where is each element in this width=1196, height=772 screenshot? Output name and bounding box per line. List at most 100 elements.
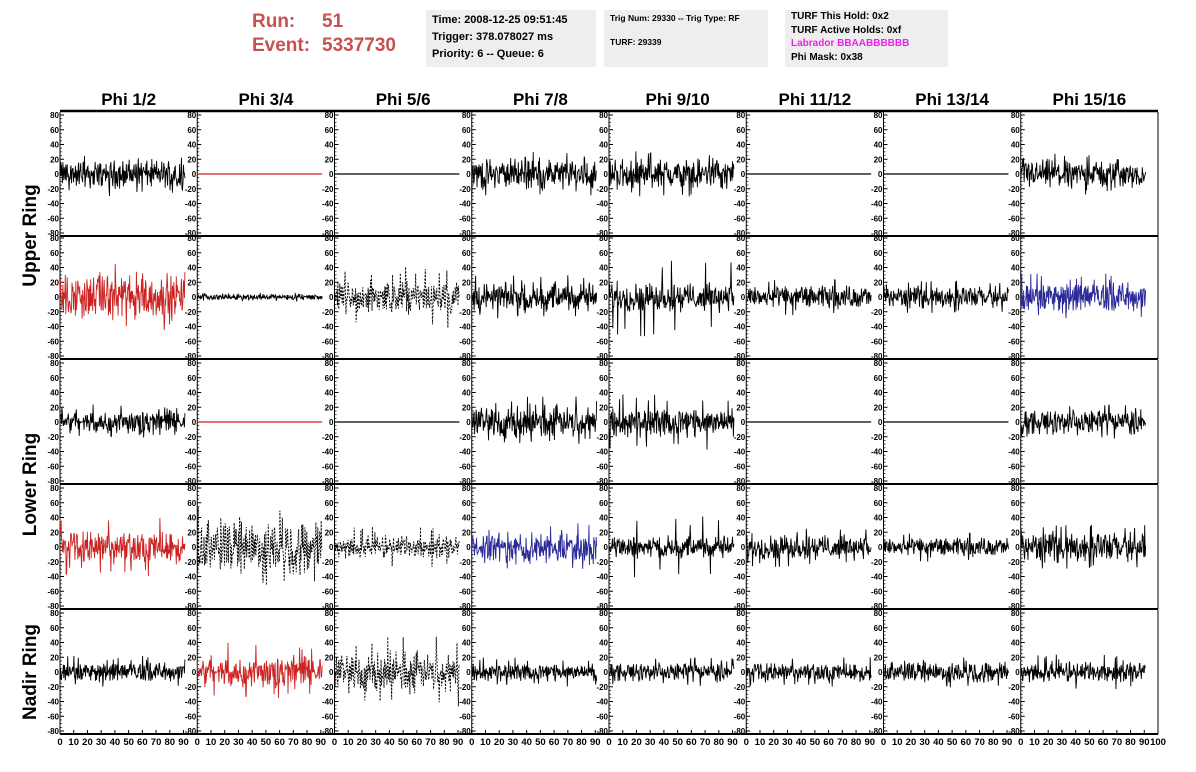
trace-waveform — [471, 152, 598, 196]
y-tick-label: 40 — [874, 514, 883, 523]
x-tick-label: 20 — [82, 737, 93, 748]
y-tick-label: 60 — [599, 126, 608, 135]
y-tick-label: -40 — [596, 323, 608, 332]
y-tick-label: -80 — [1008, 352, 1020, 361]
y-tick-label: -40 — [1008, 698, 1020, 707]
x-tick-label: 90 — [1139, 737, 1150, 748]
time-text: Time: 2008-12-25 09:51:45 — [432, 14, 568, 26]
y-tick-label: -80 — [871, 477, 883, 486]
x-tick-label: 30 — [370, 737, 381, 748]
y-tick-label: 40 — [736, 141, 745, 150]
y-tick-label: -80 — [871, 229, 883, 238]
x-tick-label: 40 — [1070, 737, 1081, 748]
y-tick-label: 0 — [466, 293, 471, 302]
event-label: Event: — [252, 35, 311, 56]
y-tick-label: 20 — [325, 653, 334, 662]
x-tick-label: 70 — [563, 737, 574, 748]
y-tick-label: -80 — [47, 477, 59, 486]
y-tick-label: 40 — [599, 514, 608, 523]
y-tick-label: -60 — [1008, 462, 1020, 471]
y-tick-label: -80 — [596, 229, 608, 238]
y-tick-label: 20 — [874, 155, 883, 164]
y-tick-label: -60 — [459, 337, 471, 346]
y-tick-label: 40 — [599, 264, 608, 273]
y-tick-label: 80 — [599, 609, 608, 618]
x-tick-label: 30 — [919, 737, 930, 748]
y-tick-label: -40 — [459, 573, 471, 582]
y-tick-label: 40 — [462, 389, 471, 398]
trig-info-box: Trig Num: 29330 -- Trig Type: RF TURF: 2… — [604, 10, 768, 67]
y-tick-label: 0 — [1015, 543, 1020, 552]
y-tick-label: 0 — [1015, 170, 1020, 179]
y-tick-label: 20 — [462, 278, 471, 287]
y-tick-label: 0 — [878, 543, 883, 552]
trace-waveform — [608, 260, 735, 337]
y-tick-label: -40 — [185, 200, 197, 209]
ring-label: Lower Ring — [20, 433, 41, 536]
x-tick-label: 20 — [1043, 737, 1054, 748]
time-info-box: Time: 2008-12-25 09:51:45 Trigger: 378.0… — [426, 10, 596, 67]
y-tick-label: 60 — [736, 499, 745, 508]
y-tick-label: 0 — [329, 668, 334, 677]
y-tick-label: -20 — [185, 433, 197, 442]
y-tick-label: 60 — [50, 374, 59, 383]
y-tick-label: -40 — [47, 448, 59, 457]
x-tick-label: 40 — [659, 737, 670, 748]
y-tick-label: 80 — [1011, 234, 1020, 243]
y-tick-label: -80 — [322, 229, 334, 238]
x-tick-label: 60 — [686, 737, 697, 748]
x-tick-label: 90 — [1002, 737, 1013, 748]
y-tick-label: 20 — [325, 155, 334, 164]
y-tick-label: -20 — [1008, 185, 1020, 194]
y-tick-label: 0 — [329, 293, 334, 302]
y-tick-label: 60 — [462, 374, 471, 383]
y-tick-label: -40 — [871, 448, 883, 457]
y-tick-label: 0 — [604, 668, 609, 677]
y-tick-label: -60 — [47, 712, 59, 721]
x-tick-label: 0 — [469, 737, 474, 748]
y-tick-label: 40 — [1011, 514, 1020, 523]
y-tick-label: 80 — [187, 609, 196, 618]
y-tick-label: 20 — [736, 528, 745, 537]
y-tick-label: 80 — [325, 359, 334, 368]
y-tick-label: -60 — [322, 462, 334, 471]
trace-waveform — [334, 636, 460, 707]
y-tick-label: 20 — [736, 403, 745, 412]
y-tick-label: 20 — [599, 403, 608, 412]
y-tick-label: -80 — [596, 727, 608, 736]
y-tick-label: -80 — [871, 602, 883, 611]
x-tick-label: 50 — [535, 737, 546, 748]
y-tick-label: -20 — [322, 308, 334, 317]
x-tick-label: 30 — [645, 737, 656, 748]
y-tick-label: -40 — [322, 200, 334, 209]
y-tick-label: -80 — [596, 477, 608, 486]
y-tick-label: 80 — [1011, 111, 1020, 120]
y-tick-label: 0 — [192, 543, 197, 552]
y-tick-label: -60 — [734, 587, 746, 596]
y-tick-label: 20 — [50, 653, 59, 662]
trace-waveform — [1020, 654, 1146, 690]
y-tick-label: -40 — [459, 323, 471, 332]
x-tick-label: 70 — [288, 737, 299, 748]
x-tick-label: 40 — [247, 737, 258, 748]
y-tick-label: 20 — [50, 403, 59, 412]
y-tick-label: 60 — [874, 249, 883, 258]
y-tick-label: -20 — [1008, 558, 1020, 567]
trace-waveform — [745, 657, 872, 687]
x-tick-label: 20 — [631, 737, 642, 748]
y-tick-label: 0 — [192, 170, 197, 179]
trig-num-text: Trig Num: 29330 -- Trig Type: RF — [610, 13, 740, 23]
y-tick-label: 80 — [874, 234, 883, 243]
y-tick-label: -40 — [871, 698, 883, 707]
y-tick-label: 40 — [599, 639, 608, 648]
y-tick-label: -60 — [871, 712, 883, 721]
x-tick-label: 50 — [123, 737, 134, 748]
y-tick-label: 20 — [187, 653, 196, 662]
y-tick-label: 40 — [736, 514, 745, 523]
y-tick-label: -40 — [734, 323, 746, 332]
y-tick-label: 60 — [325, 624, 334, 633]
y-tick-label: -20 — [1008, 683, 1020, 692]
y-tick-label: -20 — [185, 308, 197, 317]
y-tick-label: 0 — [329, 418, 334, 427]
x-tick-label: 80 — [439, 737, 450, 748]
